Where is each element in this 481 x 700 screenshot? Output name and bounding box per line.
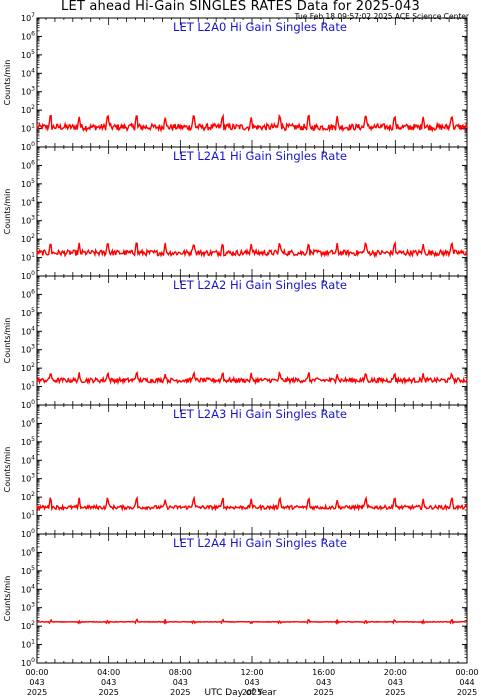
x-tick-label: 08:00 bbox=[169, 668, 192, 677]
y-tick-label: 102 bbox=[21, 233, 35, 244]
y-tick-label: 106 bbox=[21, 288, 35, 299]
x-tick-label: 12:00 bbox=[240, 668, 263, 677]
y-tick-label: 105 bbox=[21, 178, 35, 189]
y-tick-label: 106 bbox=[21, 546, 35, 557]
x-tick-label: 16:00 bbox=[312, 668, 335, 677]
x-axis-label: UTC Day of Year bbox=[204, 688, 277, 698]
y-tick-label: 100 bbox=[21, 141, 35, 152]
x-tick-label: 2025 bbox=[170, 688, 190, 697]
series-line bbox=[36, 240, 468, 259]
panel-1: 100 101 102 103 104 105 106 Counts/min LET L2A1 … bbox=[3, 146, 468, 281]
y-tick-label: 100 bbox=[21, 657, 35, 668]
y-tick-label: 100 bbox=[21, 528, 35, 539]
y-axis-label: Counts/min bbox=[3, 447, 12, 493]
y-tick-label: 102 bbox=[21, 491, 35, 502]
x-tick-label: 20:00 bbox=[384, 668, 407, 677]
panel-title: LET L2A2 Hi Gain Singles Rate bbox=[173, 278, 347, 292]
y-tick-label: 101 bbox=[21, 123, 35, 134]
series-line bbox=[36, 495, 468, 512]
y-tick-label: 101 bbox=[21, 252, 35, 263]
x-tick-label: 00:00 bbox=[25, 668, 48, 677]
y-tick-label: 104 bbox=[21, 454, 35, 465]
y-tick-label: 105 bbox=[21, 436, 35, 447]
panel-frame bbox=[36, 404, 468, 535]
panel-title: LET L2A4 Hi Gain Singles Rate bbox=[173, 536, 347, 550]
y-tick-label: 101 bbox=[21, 639, 35, 650]
y-tick-label: 102 bbox=[21, 620, 35, 631]
panel-4: 100 101 102 103 104 105 106 Counts/min LET L2A4 … bbox=[3, 533, 468, 668]
y-axis-label: Counts/min bbox=[3, 318, 12, 364]
x-tick-label: 043 bbox=[316, 678, 331, 687]
x-tick-label: 04:00 bbox=[97, 668, 120, 677]
y-tick-label: 105 bbox=[21, 49, 35, 60]
y-tick-label: 102 bbox=[21, 104, 35, 115]
x-tick-label: 043 bbox=[101, 678, 116, 687]
series-line bbox=[36, 618, 468, 625]
y-tick-label: 103 bbox=[21, 344, 35, 355]
y-tick-label: 105 bbox=[21, 565, 35, 576]
y-tick-label: 103 bbox=[21, 473, 35, 484]
y-tick-label: 105 bbox=[21, 307, 35, 318]
panel-frame bbox=[36, 146, 468, 277]
x-tick-label: 00:00 bbox=[455, 668, 478, 677]
x-tick-label: 044 bbox=[459, 678, 474, 687]
y-axis-label: Counts/min bbox=[3, 576, 12, 622]
y-tick-label: 101 bbox=[21, 510, 35, 521]
series-line bbox=[36, 113, 468, 133]
y-tick-label: 103 bbox=[21, 215, 35, 226]
series-line bbox=[36, 370, 468, 386]
y-tick-label: 101 bbox=[21, 381, 35, 392]
x-tick-label: 043 bbox=[244, 678, 259, 687]
y-tick-label: 106 bbox=[21, 30, 35, 41]
y-tick-label: 106 bbox=[21, 417, 35, 428]
panel-frame bbox=[36, 275, 468, 406]
y-tick-label: 106 bbox=[21, 159, 35, 170]
x-tick-label: 043 bbox=[29, 678, 44, 687]
y-tick-label: 104 bbox=[21, 196, 35, 207]
y-tick-label: 100 bbox=[21, 399, 35, 410]
y-tick-label: 104 bbox=[21, 67, 35, 78]
x-tick-label: 2025 bbox=[457, 688, 477, 697]
panel-3: 100 101 102 103 104 105 106 Counts/min LET L2A3 … bbox=[3, 404, 468, 539]
x-tick-label: 2025 bbox=[27, 688, 47, 697]
y-tick-label: 102 bbox=[21, 362, 35, 373]
y-tick-label: 104 bbox=[21, 583, 35, 594]
panel-2: 100 101 102 103 104 105 106 Counts/min LET L2A2 … bbox=[3, 275, 468, 410]
x-tick-label: 043 bbox=[173, 678, 188, 687]
panel-title: LET L2A1 Hi Gain Singles Rate bbox=[173, 149, 347, 163]
y-tick-label: 103 bbox=[21, 86, 35, 97]
y-tick-label: 103 bbox=[21, 602, 35, 613]
timestamp: Tue Feb 18 09:57:02 2025 ACE Science Cen… bbox=[294, 12, 469, 21]
y-tick-label: 107 bbox=[21, 12, 35, 23]
y-tick-label: 100 bbox=[21, 270, 35, 281]
x-tick-label: 043 bbox=[388, 678, 403, 687]
x-tick-label: 2025 bbox=[385, 688, 405, 697]
y-tick-label: 104 bbox=[21, 325, 35, 336]
y-axis-label: Counts/min bbox=[3, 189, 12, 235]
x-tick-label: 2025 bbox=[313, 688, 333, 697]
panel-frame bbox=[36, 533, 468, 664]
x-tick-label: 2025 bbox=[98, 688, 118, 697]
panel-0: 100 101 102 103 104 105 106 107 Counts/min LET L2… bbox=[3, 12, 468, 152]
y-axis-label: Counts/min bbox=[3, 60, 12, 106]
x-tick-label: 2025 bbox=[242, 688, 262, 697]
panel-title: LET L2A3 Hi Gain Singles Rate bbox=[173, 407, 347, 421]
panel-title: LET L2A0 Hi Gain Singles Rate bbox=[173, 20, 347, 34]
page-title: LET ahead Hi-Gain SINGLES RATES Data for… bbox=[61, 0, 420, 14]
